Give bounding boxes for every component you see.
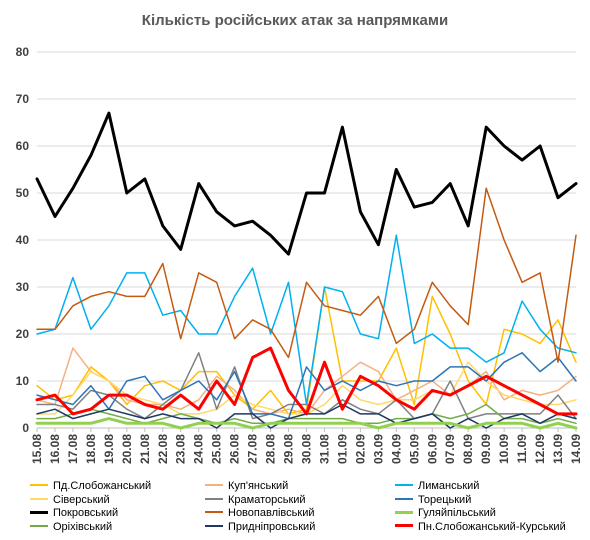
legend-swatch bbox=[395, 497, 413, 500]
x-tick-label: 18.08 bbox=[84, 434, 98, 464]
x-tick-label: 25.08 bbox=[210, 434, 224, 464]
x-tick-label: 27.08 bbox=[246, 434, 260, 464]
legend-label: Оріхівський bbox=[53, 520, 113, 533]
x-tick-label: 26.08 bbox=[228, 434, 242, 464]
x-tick-label: 16.08 bbox=[48, 434, 62, 464]
legend-item: Новопавлівський bbox=[205, 507, 314, 520]
legend-item: Куп'янський bbox=[205, 480, 288, 493]
y-tick-label: 10 bbox=[16, 374, 30, 388]
x-tick-label: 21.08 bbox=[138, 434, 152, 464]
legend-label: Торецький bbox=[418, 493, 472, 506]
x-tick-label: 12.09 bbox=[533, 434, 547, 464]
y-tick-label: 70 bbox=[16, 92, 30, 106]
x-tick-label: 30.08 bbox=[300, 434, 314, 464]
series-line-7 bbox=[36, 187, 577, 363]
y-tick-label: 0 bbox=[22, 421, 29, 435]
x-tick-label: 11.09 bbox=[515, 434, 529, 464]
legend-swatch bbox=[395, 510, 413, 514]
legend-swatch bbox=[395, 484, 413, 487]
x-tick-label: 14.09 bbox=[569, 434, 583, 464]
x-tick-label: 10.09 bbox=[497, 434, 511, 464]
legend-label: Придніпровський bbox=[228, 520, 316, 533]
x-tick-label: 22.08 bbox=[156, 434, 170, 464]
legend-label: Краматорський bbox=[228, 493, 306, 506]
legend-item: Пн.Слобожанський-Курський bbox=[395, 521, 566, 534]
x-tick-label: 20.08 bbox=[120, 434, 134, 464]
legend-swatch bbox=[395, 524, 413, 528]
line-chart: 0 10 20 30 40 50 60 70 80 15.08 16.08 17.08 18.08 19.… bbox=[16, 45, 583, 464]
x-tick-label: 15.08 bbox=[30, 434, 44, 464]
x-tick-label: 19.08 bbox=[102, 434, 116, 464]
x-tick-label: 04.09 bbox=[389, 434, 403, 464]
legend-swatch bbox=[205, 497, 223, 500]
x-tick-label: 08.09 bbox=[461, 434, 475, 464]
legend-swatch bbox=[205, 524, 223, 527]
series-line-9 bbox=[36, 403, 577, 425]
x-tick-label: 09.09 bbox=[479, 434, 493, 464]
x-tick-label: 17.08 bbox=[66, 434, 80, 464]
legend-swatch bbox=[30, 484, 48, 487]
legend-swatch bbox=[30, 510, 48, 514]
x-tick-label: 06.09 bbox=[425, 434, 439, 464]
legend-item: Лиманський bbox=[395, 480, 479, 493]
legend-item: Краматорський bbox=[205, 494, 306, 507]
chart-title: Кількість російських атак за напрямками bbox=[141, 12, 449, 29]
x-tick-label: 07.09 bbox=[443, 434, 457, 464]
series-line-11 bbox=[35, 346, 578, 416]
legend-label: Лиманський bbox=[418, 480, 480, 492]
legend-label: Покровський bbox=[53, 507, 119, 519]
y-tick-label: 20 bbox=[16, 327, 30, 341]
series-line-6 bbox=[35, 111, 578, 256]
axes: 0 10 20 30 40 50 60 70 80 15.08 16.08 17.08 18.08 19.… bbox=[16, 45, 583, 464]
legend-swatch bbox=[205, 511, 223, 514]
legend-item: Пд.Слобожанський bbox=[30, 480, 151, 493]
legend-item: Сіверський bbox=[30, 494, 110, 507]
x-tick-label: 28.08 bbox=[264, 434, 278, 464]
series-lines bbox=[35, 111, 578, 430]
x-tick-label: 03.09 bbox=[371, 434, 385, 464]
y-tick-label: 30 bbox=[16, 280, 30, 294]
legend-label: Новопавлівський bbox=[228, 507, 315, 519]
legend-label: Куп'янський bbox=[228, 480, 289, 492]
x-tick-label: 29.08 bbox=[282, 434, 296, 464]
x-tick-label: 31.08 bbox=[317, 434, 331, 464]
y-tick-label: 80 bbox=[16, 45, 30, 59]
legend-swatch bbox=[205, 484, 223, 487]
series-line-8 bbox=[35, 417, 578, 430]
series-line-2 bbox=[36, 234, 577, 406]
legend-item: Оріхівський bbox=[30, 521, 112, 534]
series-line-5 bbox=[36, 352, 577, 420]
series-line-4 bbox=[36, 352, 577, 420]
legend-label: Гуляйпільський bbox=[418, 507, 496, 519]
legend-swatch bbox=[30, 497, 48, 500]
x-tick-label: 02.09 bbox=[353, 434, 367, 464]
legend-item: Гуляйпільський bbox=[395, 507, 496, 520]
y-tick-label: 50 bbox=[16, 186, 30, 200]
x-tick-label: 23.08 bbox=[174, 434, 188, 464]
legend-item: Придніпровський bbox=[205, 521, 315, 534]
legend-item: Торецький bbox=[395, 494, 471, 507]
legend-item: Покровський bbox=[30, 507, 118, 520]
y-tick-label: 40 bbox=[16, 233, 30, 247]
y-tick-label: 60 bbox=[16, 139, 30, 153]
legend-label: Сіверський bbox=[53, 493, 110, 506]
legend-label: Пн.Слобожанський-Курський bbox=[418, 520, 566, 533]
x-tick-label: 24.08 bbox=[192, 434, 206, 464]
legend-label: Пд.Слобожанський bbox=[53, 480, 152, 492]
x-tick-label: 13.09 bbox=[551, 434, 565, 464]
x-tick-label: 01.09 bbox=[335, 434, 349, 464]
legend-swatch bbox=[30, 524, 48, 527]
x-tick-label: 05.09 bbox=[407, 434, 421, 464]
